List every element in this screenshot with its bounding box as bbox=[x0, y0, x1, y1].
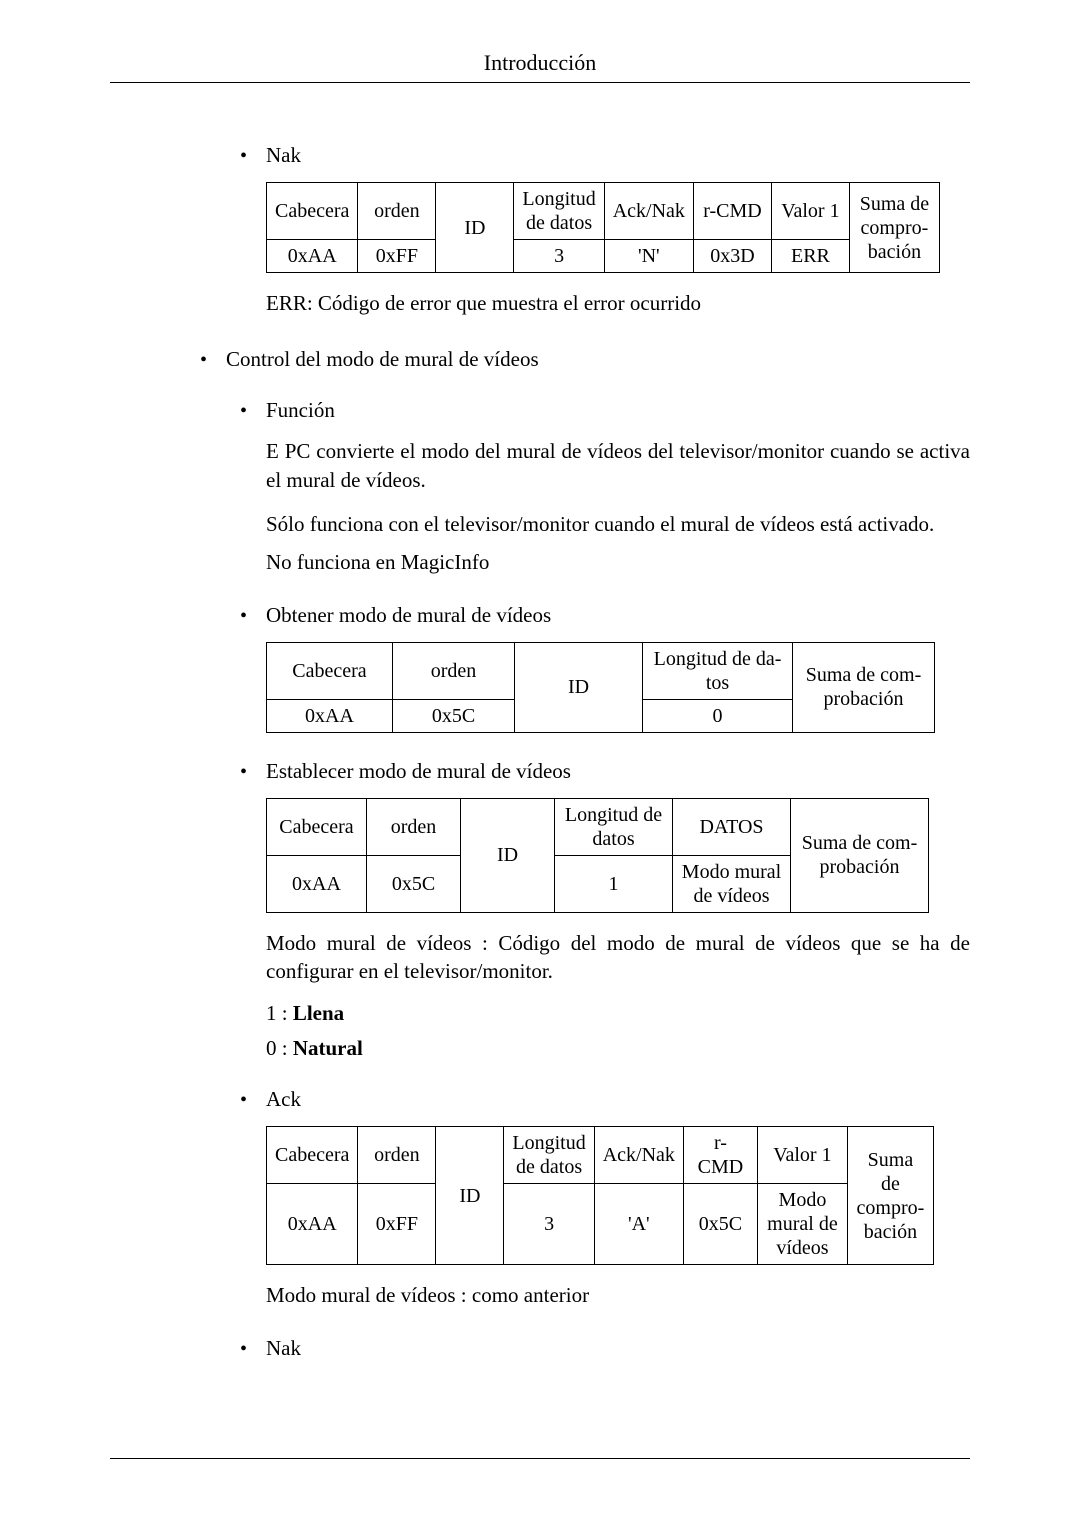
suma-line2: bación bbox=[868, 241, 921, 263]
th-acknak: Ack/Nak bbox=[604, 183, 693, 240]
mode-0-name: Natural bbox=[293, 1036, 363, 1060]
th-suma: Suma de compro- bación bbox=[849, 183, 939, 273]
mode-0-num: 0 : bbox=[266, 1036, 288, 1060]
mode-1: 1 : Llena bbox=[266, 1001, 970, 1026]
th-longitud: Longitud de datos bbox=[504, 1127, 594, 1184]
th-suma: Suma de compro-bación bbox=[847, 1127, 933, 1265]
suma-line2: probación bbox=[824, 688, 904, 710]
cell: 'A' bbox=[594, 1184, 683, 1265]
cell: 0xAA bbox=[267, 240, 358, 273]
th-rcmd: r-CMD bbox=[683, 1127, 757, 1184]
cell: Modo mural de vídeos bbox=[757, 1184, 847, 1265]
footer-rule bbox=[110, 1458, 970, 1459]
suma-line1: Suma de compro- bbox=[860, 193, 929, 239]
th-acknak: Ack/Nak bbox=[594, 1127, 683, 1184]
cell: 3 bbox=[504, 1184, 594, 1265]
th-orden: orden bbox=[358, 1127, 436, 1184]
header-rule bbox=[110, 82, 970, 83]
suma-line1: Suma de com- bbox=[802, 832, 918, 854]
funcion-p1: E PC convierte el modo del mural de víde… bbox=[266, 437, 970, 494]
cell: 0x5C bbox=[367, 855, 461, 912]
table-row: Cabecera orden ID Longitud de da-tos Sum… bbox=[267, 642, 935, 699]
th-rcmd: r-CMD bbox=[693, 183, 771, 240]
table-set: Cabecera orden ID Longitud de datos DATO… bbox=[266, 798, 929, 913]
th-id: ID bbox=[436, 1127, 504, 1265]
mode-1-num: 1 : bbox=[266, 1001, 288, 1025]
mode-1-name: Llena bbox=[293, 1001, 344, 1025]
cell: 0xFF bbox=[358, 1184, 436, 1265]
table-row: 0xAA 0xFF 3 'A' 0x5C Modo mural de vídeo… bbox=[267, 1184, 934, 1265]
bullet-nak-2: Nak bbox=[240, 1336, 970, 1361]
cell: 0xFF bbox=[358, 240, 436, 273]
table-get: Cabecera orden ID Longitud de da-tos Sum… bbox=[266, 642, 935, 733]
cell: 0xAA bbox=[267, 1184, 358, 1265]
th-suma: Suma de com- probación bbox=[791, 798, 929, 912]
cell: 0x5C bbox=[393, 699, 515, 732]
th-id: ID bbox=[436, 183, 514, 273]
set-desc: Modo mural de vídeos : Código del modo d… bbox=[266, 929, 970, 986]
th-id: ID bbox=[515, 642, 643, 732]
th-suma: Suma de com- probación bbox=[793, 642, 935, 732]
cell: 0xAA bbox=[267, 699, 393, 732]
th-cabecera: Cabecera bbox=[267, 1127, 358, 1184]
cell: 0 bbox=[643, 699, 793, 732]
bullet-get: Obtener modo de mural de vídeos bbox=[240, 603, 970, 628]
cell: 1 bbox=[555, 855, 673, 912]
th-valor1: Valor 1 bbox=[771, 183, 849, 240]
page: Introducción Nak Cabecera orden ID Longi… bbox=[0, 0, 1080, 1527]
th-longitud: Longitud de datos bbox=[514, 183, 604, 240]
cell: 3 bbox=[514, 240, 604, 273]
cell: ERR bbox=[771, 240, 849, 273]
bullet-section: Control del modo de mural de vídeos bbox=[200, 347, 970, 372]
cell: 0xAA bbox=[267, 855, 367, 912]
table-row: Cabecera orden ID Longitud de datos Ack/… bbox=[267, 183, 940, 240]
cell: 'N' bbox=[604, 240, 693, 273]
table-row: Cabecera orden ID Longitud de datos Ack/… bbox=[267, 1127, 934, 1184]
nak1-note: ERR: Código de error que muestra el erro… bbox=[266, 289, 970, 317]
th-orden: orden bbox=[367, 798, 461, 855]
suma-line2: probación bbox=[820, 856, 900, 878]
th-id: ID bbox=[461, 798, 555, 912]
cell: 0x5C bbox=[683, 1184, 757, 1265]
th-datos: DATOS bbox=[673, 798, 791, 855]
cell: 0x3D bbox=[693, 240, 771, 273]
bullet-ack: Ack bbox=[240, 1087, 970, 1112]
bullet-funcion: Función bbox=[240, 398, 970, 423]
table-ack: Cabecera orden ID Longitud de datos Ack/… bbox=[266, 1126, 934, 1265]
th-cabecera: Cabecera bbox=[267, 183, 358, 240]
suma-line2: compro-bación bbox=[857, 1197, 925, 1243]
th-longitud: Longitud de da-tos bbox=[643, 642, 793, 699]
table-row: Cabecera orden ID Longitud de datos DATO… bbox=[267, 798, 929, 855]
th-cabecera: Cabecera bbox=[267, 798, 367, 855]
bullet-nak-1: Nak bbox=[240, 143, 970, 168]
th-cabecera: Cabecera bbox=[267, 642, 393, 699]
bullet-set: Establecer modo de mural de vídeos bbox=[240, 759, 970, 784]
cell: Modo mural de vídeos bbox=[673, 855, 791, 912]
th-orden: orden bbox=[358, 183, 436, 240]
th-longitud: Longitud de datos bbox=[555, 798, 673, 855]
page-header-title: Introducción bbox=[110, 50, 970, 76]
ack-note: Modo mural de vídeos : como anterior bbox=[266, 1281, 970, 1309]
suma-line1: Suma de com- bbox=[806, 664, 922, 686]
funcion-p3: No funciona en MagicInfo bbox=[266, 548, 970, 576]
th-valor1: Valor 1 bbox=[757, 1127, 847, 1184]
funcion-p2: Sólo funciona con el televisor/monitor c… bbox=[266, 510, 970, 538]
table-nak-1: Cabecera orden ID Longitud de datos Ack/… bbox=[266, 182, 940, 273]
table-row: 0xAA 0xFF 3 'N' 0x3D ERR bbox=[267, 240, 940, 273]
th-orden: orden bbox=[393, 642, 515, 699]
suma-line1: Suma de bbox=[868, 1149, 914, 1195]
mode-0: 0 : Natural bbox=[266, 1036, 970, 1061]
